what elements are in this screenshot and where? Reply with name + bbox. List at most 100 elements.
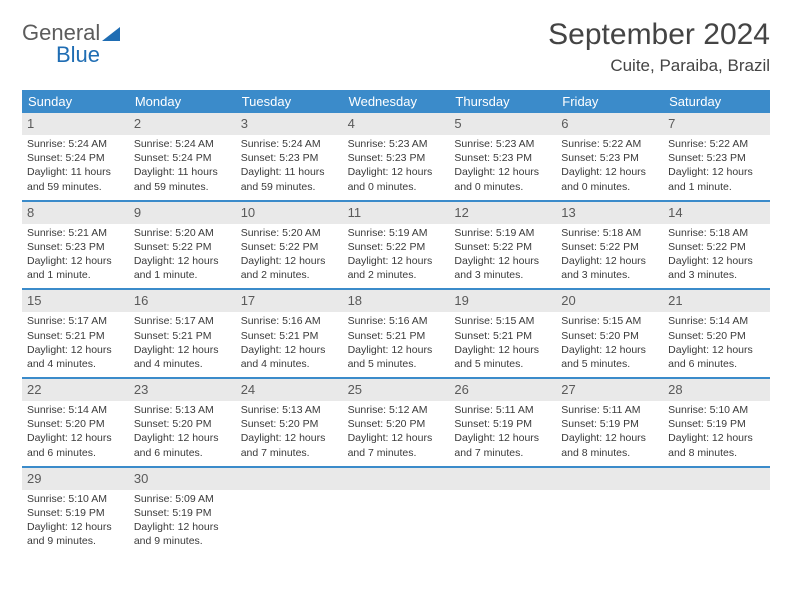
dow-cell: Wednesday	[343, 90, 450, 113]
day-number-row: 28	[663, 379, 770, 401]
day-info-line: Daylight: 12 hours	[668, 254, 765, 268]
week-row: 29 Sunrise: 5:10 AMSunset: 5:19 PMDayligh…	[22, 468, 770, 555]
day-cell: 2Sunrise: 5:24 AMSunset: 5:24 PMDaylight…	[129, 113, 236, 200]
day-info-line: and 9 minutes.	[27, 534, 124, 548]
day-number-row: 1	[22, 113, 129, 135]
day-info-line: Daylight: 12 hours	[348, 343, 445, 357]
day-info-line: Sunrise: 5:13 AM	[241, 403, 338, 417]
day-number-row: 12	[449, 202, 556, 224]
day-info-line: Sunset: 5:23 PM	[454, 151, 551, 165]
day-info-line: Daylight: 11 hours	[27, 165, 124, 179]
day-info-line: Daylight: 12 hours	[561, 165, 658, 179]
day-info-line: Daylight: 12 hours	[27, 343, 124, 357]
day-info-line: Sunset: 5:20 PM	[668, 329, 765, 343]
day-cell: 9Sunrise: 5:20 AMSunset: 5:22 PMDaylight…	[129, 202, 236, 289]
day-number: 29	[27, 471, 41, 486]
day-cell: 18Sunrise: 5:16 AMSunset: 5:21 PMDayligh…	[343, 290, 450, 377]
dow-cell: Sunday	[22, 90, 129, 113]
day-number: 4	[348, 116, 355, 131]
day-info-line: and 8 minutes.	[668, 446, 765, 460]
day-cell: 28Sunrise: 5:10 AMSunset: 5:19 PMDayligh…	[663, 379, 770, 466]
day-cell: 23Sunrise: 5:13 AMSunset: 5:20 PMDayligh…	[129, 379, 236, 466]
day-info-line: and 59 minutes.	[241, 180, 338, 194]
day-cell: .	[449, 468, 556, 555]
day-info-line: and 59 minutes.	[27, 180, 124, 194]
dow-cell: Tuesday	[236, 90, 343, 113]
day-number-row: 18	[343, 290, 450, 312]
day-info-line: Sunset: 5:23 PM	[561, 151, 658, 165]
day-number: 1	[27, 116, 34, 131]
logo-triangle-icon	[102, 27, 120, 41]
day-cell: 29 Sunrise: 5:10 AMSunset: 5:19 PMDayligh…	[22, 468, 129, 555]
day-cell: 5Sunrise: 5:23 AMSunset: 5:23 PMDaylight…	[449, 113, 556, 200]
day-info-line: Sunrise: 5:21 AM	[27, 226, 124, 240]
day-number: 11	[348, 205, 362, 220]
day-info-line: Sunrise: 5:10 AM	[27, 492, 124, 506]
day-number: 8	[27, 205, 34, 220]
day-info-line: Sunset: 5:22 PM	[454, 240, 551, 254]
day-info-line: Sunset: 5:22 PM	[668, 240, 765, 254]
day-info-line: Sunrise: 5:23 AM	[454, 137, 551, 151]
day-info-line: Sunrise: 5:11 AM	[561, 403, 658, 417]
day-info-line: Sunrise: 5:14 AM	[27, 403, 124, 417]
day-info-line: Sunset: 5:21 PM	[134, 329, 231, 343]
day-cell: .	[236, 468, 343, 555]
month-title: September 2024	[548, 18, 770, 52]
day-number: 9	[134, 205, 141, 220]
day-number: 21	[668, 293, 682, 308]
day-number-row: 6	[556, 113, 663, 135]
day-info-line: Daylight: 12 hours	[27, 520, 124, 534]
day-number-row: 8	[22, 202, 129, 224]
day-info-line: Sunrise: 5:17 AM	[134, 314, 231, 328]
day-info-line: and 6 minutes.	[668, 357, 765, 371]
day-info-line: Sunset: 5:22 PM	[134, 240, 231, 254]
day-info-line: Sunrise: 5:22 AM	[668, 137, 765, 151]
day-cell: 16Sunrise: 5:17 AMSunset: 5:21 PMDayligh…	[129, 290, 236, 377]
day-info-line: Daylight: 12 hours	[561, 254, 658, 268]
day-info-line: Sunrise: 5:15 AM	[561, 314, 658, 328]
day-cell: 14Sunrise: 5:18 AMSunset: 5:22 PMDayligh…	[663, 202, 770, 289]
day-info-line: Daylight: 12 hours	[454, 343, 551, 357]
day-info-line: Daylight: 12 hours	[241, 431, 338, 445]
title-block: September 2024 Cuite, Paraiba, Brazil	[548, 18, 770, 76]
day-cell: 25Sunrise: 5:12 AMSunset: 5:20 PMDayligh…	[343, 379, 450, 466]
day-info-line: Sunrise: 5:17 AM	[27, 314, 124, 328]
logo: General Blue	[22, 18, 120, 46]
day-info-line: and 0 minutes.	[454, 180, 551, 194]
day-number-row: 23	[129, 379, 236, 401]
day-of-week-header: SundayMondayTuesdayWednesdayThursdayFrid…	[22, 90, 770, 113]
day-info-line: Sunset: 5:23 PM	[348, 151, 445, 165]
day-number-row: 16	[129, 290, 236, 312]
day-number: 13	[561, 205, 575, 220]
day-info-line: Sunset: 5:19 PM	[27, 506, 124, 520]
day-info-line: and 4 minutes.	[134, 357, 231, 371]
day-cell: 20Sunrise: 5:15 AMSunset: 5:20 PMDayligh…	[556, 290, 663, 377]
day-info-line: Daylight: 12 hours	[27, 254, 124, 268]
day-number: 14	[668, 205, 682, 220]
day-cell: 8Sunrise: 5:21 AMSunset: 5:23 PMDaylight…	[22, 202, 129, 289]
day-info-line: and 1 minute.	[134, 268, 231, 282]
day-number-row: 29	[22, 468, 129, 490]
day-info-line: Sunrise: 5:23 AM	[348, 137, 445, 151]
day-info-line: Sunrise: 5:20 AM	[241, 226, 338, 240]
day-info-line: Sunset: 5:24 PM	[134, 151, 231, 165]
day-number-row: 11	[343, 202, 450, 224]
day-info-line: Sunrise: 5:11 AM	[454, 403, 551, 417]
day-info-line: Daylight: 12 hours	[134, 431, 231, 445]
calendar: SundayMondayTuesdayWednesdayThursdayFrid…	[22, 90, 770, 554]
day-info-line: and 6 minutes.	[27, 446, 124, 460]
dow-cell: Monday	[129, 90, 236, 113]
day-info-line: Sunrise: 5:24 AM	[241, 137, 338, 151]
day-info-line: and 1 minute.	[27, 268, 124, 282]
day-cell: 27Sunrise: 5:11 AMSunset: 5:19 PMDayligh…	[556, 379, 663, 466]
day-info-line: and 7 minutes.	[454, 446, 551, 460]
day-number-row: 17	[236, 290, 343, 312]
day-info-line: Sunset: 5:19 PM	[561, 417, 658, 431]
day-info-line: and 1 minute.	[668, 180, 765, 194]
day-info-line: and 0 minutes.	[561, 180, 658, 194]
dow-cell: Saturday	[663, 90, 770, 113]
day-info-line: and 5 minutes.	[348, 357, 445, 371]
day-cell: 11Sunrise: 5:19 AMSunset: 5:22 PMDayligh…	[343, 202, 450, 289]
day-number: 16	[134, 293, 148, 308]
day-info-line: Sunset: 5:20 PM	[561, 329, 658, 343]
